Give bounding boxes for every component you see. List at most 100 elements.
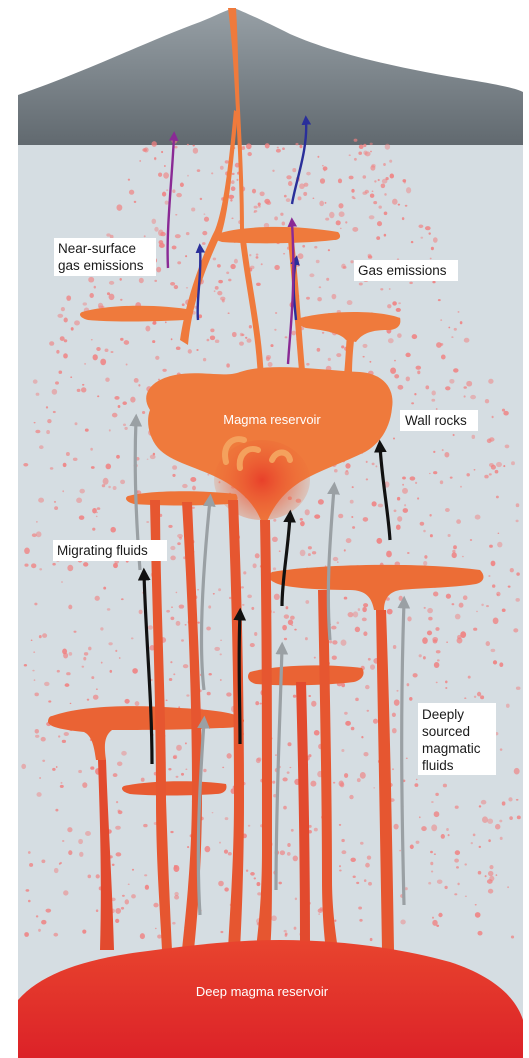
speckle xyxy=(371,501,377,507)
speckle xyxy=(83,656,87,661)
speckle xyxy=(433,591,439,597)
speckle xyxy=(313,730,320,736)
speckle xyxy=(404,887,408,891)
speckle xyxy=(369,193,375,198)
speckle xyxy=(65,452,70,456)
speckle xyxy=(515,503,520,508)
speckle xyxy=(155,355,160,360)
black-arrow-3 xyxy=(280,509,297,607)
speckle xyxy=(124,426,128,430)
speckle xyxy=(60,781,63,784)
speckle xyxy=(70,327,74,331)
speckle xyxy=(192,147,199,154)
speckle xyxy=(113,562,118,569)
speckle xyxy=(271,536,278,543)
speckle xyxy=(487,870,494,877)
speckle xyxy=(164,164,166,168)
speckle xyxy=(82,782,88,788)
speckle xyxy=(233,258,238,264)
speckle xyxy=(328,640,333,644)
speckle xyxy=(402,476,406,480)
blue-arrow-2 xyxy=(290,115,312,205)
speckle xyxy=(473,695,477,698)
speckle xyxy=(341,263,346,269)
speckle xyxy=(499,819,503,823)
speckle xyxy=(490,648,496,653)
speckle xyxy=(53,932,59,937)
speckle xyxy=(313,656,316,659)
speckle xyxy=(407,552,410,554)
speckle xyxy=(154,157,157,161)
speckle xyxy=(329,211,335,219)
speckle xyxy=(166,609,170,613)
speckle xyxy=(226,363,230,368)
speckle xyxy=(392,198,398,205)
speckle xyxy=(463,337,470,343)
speckle xyxy=(363,751,369,757)
speckle xyxy=(218,588,222,592)
speckle xyxy=(24,932,29,937)
speckle xyxy=(149,645,155,651)
speckle xyxy=(206,338,210,342)
speckle xyxy=(278,881,282,885)
speckle xyxy=(270,344,274,348)
speckle xyxy=(474,912,481,918)
speckle xyxy=(214,286,219,290)
speckle xyxy=(103,586,107,590)
speckle xyxy=(449,378,455,384)
speckle xyxy=(370,150,372,153)
speckle xyxy=(456,519,461,524)
speckle xyxy=(417,370,421,375)
speckle xyxy=(368,215,375,220)
speckle xyxy=(116,454,120,459)
speckle xyxy=(241,333,245,337)
speckle xyxy=(170,616,175,621)
speckle xyxy=(88,646,92,651)
speckle xyxy=(427,607,433,614)
speckle xyxy=(52,562,56,566)
speckle xyxy=(176,192,182,198)
speckle xyxy=(76,497,83,504)
speckle xyxy=(367,657,371,661)
speckle xyxy=(464,895,467,898)
speckle xyxy=(284,336,288,339)
speckle xyxy=(181,639,184,642)
speckle xyxy=(96,507,101,510)
speckle xyxy=(347,611,354,618)
speckle xyxy=(435,681,438,684)
fluid-arrows xyxy=(129,115,411,916)
speckle xyxy=(282,777,288,782)
speckle xyxy=(234,162,240,168)
speckle xyxy=(255,256,259,259)
speckle xyxy=(324,201,327,204)
deep-magma-reservoir xyxy=(18,940,523,1058)
speckle xyxy=(487,818,494,824)
speckle xyxy=(484,398,490,404)
speckle xyxy=(327,357,331,361)
speckle xyxy=(341,682,346,688)
speckle xyxy=(344,470,349,476)
speckle xyxy=(176,744,182,751)
speckle xyxy=(127,178,131,181)
speckle xyxy=(236,178,239,182)
speckle xyxy=(177,542,181,546)
speckle xyxy=(454,850,461,856)
speckle xyxy=(446,641,448,643)
speckle xyxy=(251,606,255,610)
speckle xyxy=(139,160,142,162)
speckle xyxy=(67,564,74,572)
speckle xyxy=(230,263,236,270)
speckle xyxy=(361,617,367,622)
speckle xyxy=(170,830,174,834)
speckle xyxy=(317,908,323,913)
speckle xyxy=(336,621,340,625)
speckle xyxy=(376,221,383,227)
speckle xyxy=(411,402,415,405)
speckle xyxy=(110,526,116,533)
speckle xyxy=(248,325,253,329)
speckle xyxy=(452,549,456,554)
speckle xyxy=(144,884,150,890)
speckle xyxy=(122,401,127,406)
speckle xyxy=(86,698,90,701)
speckle xyxy=(115,825,121,830)
